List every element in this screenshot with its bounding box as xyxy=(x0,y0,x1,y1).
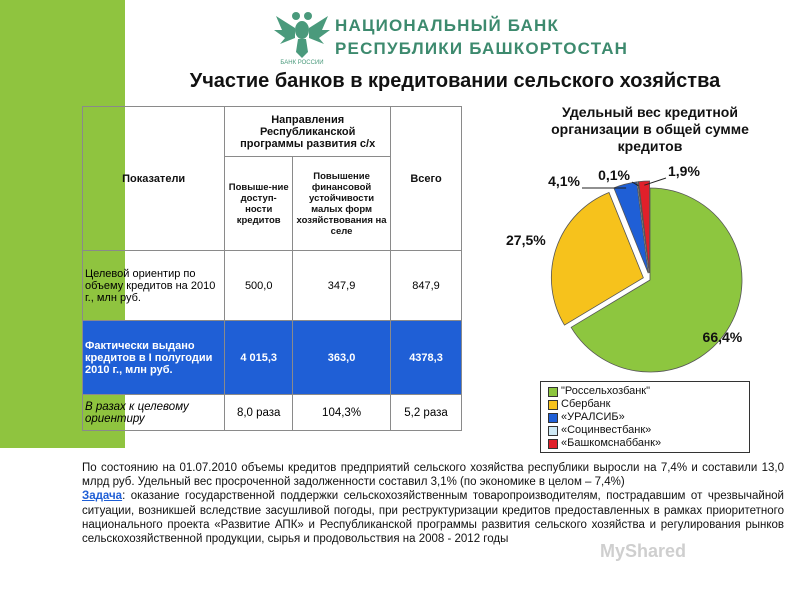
legend-swatch xyxy=(548,439,558,449)
row-target-v1: 500,0 xyxy=(224,250,294,321)
row-actual-v1: 4 015,3 xyxy=(224,320,294,395)
watermark: MyShared xyxy=(600,541,687,561)
row-actual-label: Фактически выдано кредитов в I полугодии… xyxy=(81,320,226,395)
pie-data-label: 66,4% xyxy=(703,329,743,345)
row-target-label: Целевой ориентир по объему кредитов на 2… xyxy=(81,250,226,321)
pie-slice xyxy=(637,181,650,274)
row-ratio-v3: 5,2 раза xyxy=(390,394,462,431)
bank-name-line2: РЕСПУБЛИКИ БАШКОРТОСТАН xyxy=(335,39,629,58)
row-ratio-v1: 8,0 раза xyxy=(224,394,294,431)
pie-data-label: 1,9% xyxy=(668,163,700,179)
svg-text:БАНК РОССИИ: БАНК РОССИИ xyxy=(280,60,323,66)
row-ratio-label: В разах к целевому ориентиру xyxy=(81,394,226,431)
header-indicators: Показатели xyxy=(81,106,226,251)
chart-legend: "Россельхозбанк" Сбербанк «УРАЛСИБ» «Социнв… xyxy=(540,381,750,453)
pie-data-label: 4,1% xyxy=(548,173,580,189)
legend-item: «УРАЛСИБ» xyxy=(541,411,749,424)
chart-title: Удельный вес кредитной организации в общ… xyxy=(551,104,749,154)
legend-item: Сбербанк xyxy=(541,398,749,411)
task-label: Задача xyxy=(82,490,123,503)
legend-swatch xyxy=(548,426,558,436)
legend-item: «Башкомснаббанк» xyxy=(541,437,749,450)
row-actual-v3: 4378,3 xyxy=(390,320,462,395)
pie-slice xyxy=(638,180,650,274)
bank-name: НАЦИОНАЛЬНЫЙ БАНК РЕСПУБЛИКИ БАШКОРТОСТА… xyxy=(335,14,635,60)
header-sub-access: Повыше-ние доступ-ности кредитов xyxy=(224,156,294,251)
legend-label: «УРАЛСИБ» xyxy=(561,411,625,423)
legend-label: «Социнвестбанк» xyxy=(561,424,652,436)
legend-swatch xyxy=(548,413,558,423)
summary-paragraph: По состоянию на 01.07.2010 объемы кредит… xyxy=(82,461,784,546)
page-title: Участие банков в кредитовании сельского … xyxy=(189,70,721,92)
row-ratio-v2: 104,3% xyxy=(292,394,392,431)
bank-name-line1: НАЦИОНАЛЬНЫЙ БАНК xyxy=(335,16,560,35)
pie-leader-line xyxy=(631,181,639,187)
row-target-v3: 847,9 xyxy=(390,250,462,321)
row-target-v2: 347,9 xyxy=(292,250,392,321)
header-sub-stability: Повышение финансовой устойчивости малых … xyxy=(292,156,392,251)
pie-data-label: 0,1% xyxy=(598,167,630,183)
legend-label: «Башкомснаббанк» xyxy=(561,437,662,449)
header-directions: Направления Республиканской программы ра… xyxy=(224,106,392,157)
legend-swatch xyxy=(548,387,558,397)
pie-slice xyxy=(570,187,743,373)
task-text: : оказание государственной поддержки сел… xyxy=(82,490,784,546)
pie-data-label: 27,5% xyxy=(506,232,546,248)
pie-slice xyxy=(550,191,644,326)
legend-swatch xyxy=(548,400,558,410)
side-bar-gap xyxy=(0,448,125,600)
legend-item: "Россельхозбанк" xyxy=(541,385,749,398)
pie-leader-line xyxy=(644,177,667,186)
pie-chart: 66,4% 27,5% 4,1% 0,1% 1,9% xyxy=(506,163,743,373)
indicators-table: Показатели Направления Республиканской п… xyxy=(81,106,462,431)
bank-eagle-logo: БАНК РОССИИ xyxy=(274,12,330,66)
legend-item: «Социнвестбанк» xyxy=(541,424,749,437)
legend-label: Сбербанк xyxy=(561,398,611,410)
header-total: Всего xyxy=(390,106,462,251)
row-actual-v2: 363,0 xyxy=(292,320,392,395)
summary-text: По состоянию на 01.07.2010 объемы кредит… xyxy=(82,462,784,489)
legend-label: "Россельхозбанк" xyxy=(561,385,651,397)
